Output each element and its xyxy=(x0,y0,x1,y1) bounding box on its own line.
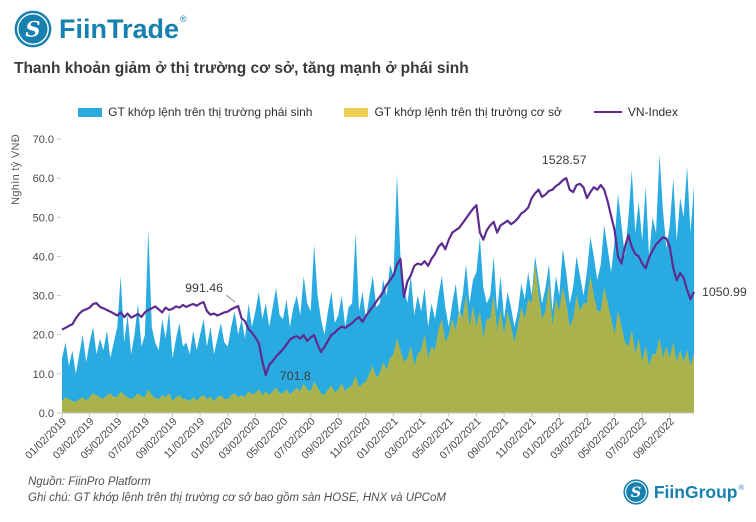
registered-trademark-symbol: ® xyxy=(180,14,187,24)
svg-text:20.0: 20.0 xyxy=(33,330,54,342)
legend-label-vnindex: VN-Index xyxy=(627,105,678,119)
legend-item-vnindex: VN-Index xyxy=(593,105,678,119)
svg-text:60.0: 60.0 xyxy=(33,173,54,185)
svg-text:S: S xyxy=(631,485,641,501)
svg-text:991.46: 991.46 xyxy=(185,281,223,295)
legend-item-derivatives: GT khớp lệnh trên thị trường phái sinh xyxy=(78,105,312,119)
legend-label-base-market: GT khớp lệnh trên thị trường cơ sở xyxy=(374,105,562,119)
svg-text:701.8: 701.8 xyxy=(280,369,311,383)
svg-text:30.0: 30.0 xyxy=(33,291,54,303)
svg-text:50.0: 50.0 xyxy=(33,212,54,224)
page-title: Thanh khoản giảm ở thị trường cơ sở, tăn… xyxy=(14,60,469,77)
svg-text:1528.57: 1528.57 xyxy=(542,153,587,167)
svg-text:1050.99: 1050.99 xyxy=(702,285,747,299)
legend-item-base-market: GT khớp lệnh trên thị trường cơ sở xyxy=(344,105,562,119)
source-note: Nguồn: FiinPro Platform xyxy=(28,476,151,488)
legend-swatch-derivatives xyxy=(78,107,103,117)
svg-text:0.0: 0.0 xyxy=(39,408,54,420)
svg-text:10.0: 10.0 xyxy=(33,369,54,381)
legend-label-derivatives: GT khớp lệnh trên thị trường phái sinh xyxy=(108,105,313,119)
fiingroup-logo-icon: S xyxy=(623,479,649,505)
fiintrade-logo-text: FiinTrade xyxy=(59,14,180,44)
fiintrade-logo-icon: S xyxy=(14,10,52,48)
svg-text:S: S xyxy=(25,17,40,42)
fiintrade-logo: S FiinTrade ® xyxy=(14,10,187,48)
registered-trademark-symbol: ® xyxy=(738,482,744,492)
legend-swatch-base-market xyxy=(344,107,369,117)
fiingroup-logo-text: FiinGroup xyxy=(653,482,738,502)
liquidity-chart: 0.010.020.030.040.050.060.070.001/02/201… xyxy=(23,134,747,462)
svg-text:40.0: 40.0 xyxy=(33,251,54,263)
legend-swatch-vnindex xyxy=(593,110,622,114)
chart-legend: GT khớp lệnh trên thị trường phái sinh G… xyxy=(0,105,756,119)
fiingroup-logo: S FiinGroup ® xyxy=(623,479,744,505)
methodology-note: Ghi chú: GT khớp lệnh trên thị trường cơ… xyxy=(28,492,446,504)
svg-text:70.0: 70.0 xyxy=(33,134,54,146)
